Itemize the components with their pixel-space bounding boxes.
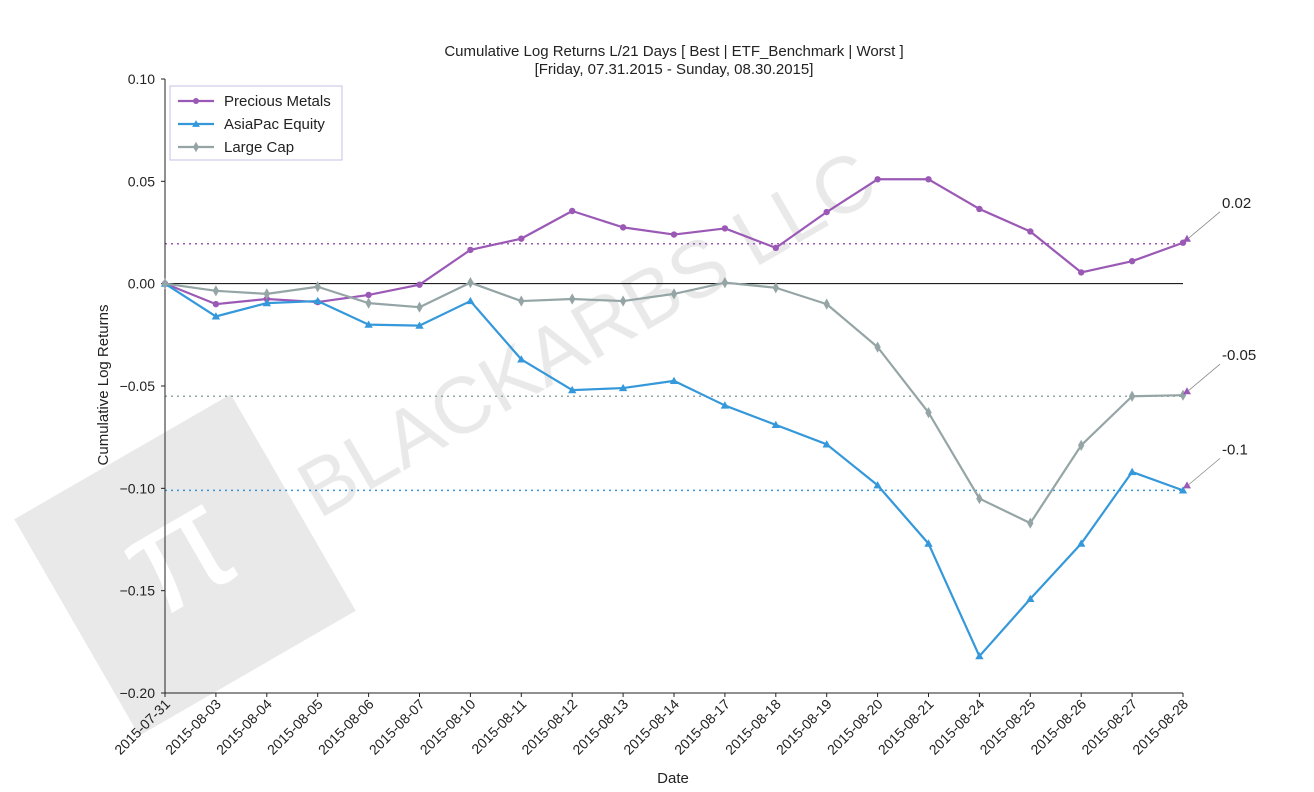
watermark-logo [14, 394, 356, 736]
data-point-precious-metals [416, 281, 423, 288]
data-point-large-cap [314, 281, 321, 293]
data-point-precious-metals [1078, 269, 1085, 276]
data-point-large-cap [365, 297, 372, 309]
legend-item-asiapac-equity: AsiaPac Equity [178, 116, 325, 133]
data-point-large-cap [823, 298, 830, 310]
data-point-large-cap [1128, 390, 1136, 402]
x-tick-label: 2015-08-28 [1129, 696, 1191, 758]
data-point-asiapac-equity [313, 296, 322, 305]
data-point-large-cap [976, 492, 983, 505]
data-point-large-cap [772, 282, 779, 294]
y-tick-label: −0.10 [120, 480, 156, 496]
legend-swatch-marker [193, 98, 199, 104]
legend-label: Large Cap [224, 139, 294, 156]
data-point-asiapac-equity [568, 385, 577, 394]
data-point-precious-metals [721, 225, 729, 232]
legend-item-large-cap: Large Cap [178, 139, 294, 156]
legend-label: AsiaPac Equity [224, 116, 325, 133]
data-point-large-cap [874, 341, 881, 353]
data-point-precious-metals [823, 208, 830, 216]
data-point-precious-metals [212, 300, 220, 308]
x-axis-label: Date [657, 770, 689, 787]
chart-title: Cumulative Log Returns L/21 Days [ Best … [444, 43, 903, 60]
data-point-large-cap [619, 295, 627, 307]
y-tick-label: −0.15 [120, 583, 156, 599]
watermark: π BLACKARBS LLC [14, 133, 890, 736]
legend-item-precious-metals: Precious Metals [178, 93, 331, 110]
data-point-large-cap [670, 288, 678, 300]
data-point-asiapac-equity [822, 440, 831, 448]
data-point-asiapac-equity [873, 481, 882, 489]
data-point-large-cap [1179, 389, 1187, 401]
y-tick-label: −0.05 [120, 378, 156, 394]
data-point-asiapac-equity [1127, 467, 1137, 476]
data-point-asiapac-equity [1178, 486, 1188, 494]
series [160, 176, 1188, 660]
data-point-large-cap [416, 301, 423, 313]
data-point-large-cap [518, 295, 525, 307]
data-point-asiapac-equity [415, 321, 424, 329]
series-large-cap [161, 277, 1187, 529]
y-axis-label: Cumulative Log Returns [95, 305, 112, 466]
data-point-precious-metals [670, 231, 678, 238]
data-point-large-cap [721, 277, 729, 289]
data-point-asiapac-equity [924, 539, 933, 547]
data-point-asiapac-equity [618, 383, 628, 392]
data-point-large-cap [212, 285, 220, 297]
data-point-large-cap [263, 288, 270, 300]
data-point-precious-metals [365, 291, 372, 299]
annotation-arrow-asiapac-equity [1188, 458, 1221, 485]
data-point-asiapac-equity [1026, 594, 1035, 602]
data-point-large-cap [161, 278, 169, 290]
data-point-large-cap [925, 407, 932, 419]
data-point-precious-metals [1128, 257, 1136, 265]
data-point-large-cap [1078, 439, 1085, 451]
annotation-marker-asiapac-equity [1183, 481, 1191, 489]
y-tick-label: −0.20 [120, 685, 156, 701]
watermark-text: BLACKARBS LLC [283, 133, 890, 535]
data-point-asiapac-equity [517, 355, 526, 363]
x-tick-label: 2015-08-10 [417, 696, 479, 758]
data-point-precious-metals [518, 235, 525, 242]
data-point-asiapac-equity [720, 401, 730, 409]
data-point-large-cap [569, 293, 576, 305]
data-point-asiapac-equity [364, 320, 373, 328]
data-point-precious-metals [925, 176, 932, 183]
y-tick-label: 0.05 [128, 173, 155, 189]
annotation-label-large-cap: -0.05 [1222, 347, 1256, 364]
data-point-asiapac-equity [262, 298, 271, 307]
data-point-precious-metals [874, 176, 881, 183]
annotation-marker-precious-metals [1183, 234, 1191, 242]
annotation-marker-large-cap [1183, 387, 1191, 395]
reference-lines [165, 243, 1183, 492]
annotation-arrow-precious-metals [1188, 211, 1221, 239]
data-point-precious-metals [467, 246, 474, 254]
data-point-precious-metals [619, 224, 627, 231]
data-point-precious-metals [569, 207, 576, 215]
data-point-asiapac-equity [669, 376, 679, 385]
chart-subtitle: [Friday, 07.31.2015 - Sunday, 08.30.2015… [535, 61, 814, 78]
data-point-asiapac-equity [975, 652, 984, 660]
annotation-label-precious-metals: 0.02 [1222, 195, 1251, 212]
legend: Precious Metals AsiaPac Equity Large Cap [169, 85, 343, 161]
legend-swatch-marker [193, 141, 199, 153]
data-point-asiapac-equity [466, 296, 475, 305]
legend-swatch-marker [192, 120, 200, 127]
annotation-arrow-large-cap [1188, 363, 1221, 391]
data-point-precious-metals [976, 205, 983, 213]
annotation-label-asiapac-equity: -0.1 [1222, 441, 1248, 458]
data-point-asiapac-equity [771, 420, 780, 429]
data-point-large-cap [467, 277, 474, 289]
series-precious-metals [161, 176, 1187, 308]
y-tick-label: 0.10 [128, 71, 155, 87]
annotations: 0.02 -0.1 -0.05 [1183, 195, 1256, 489]
data-point-precious-metals [772, 244, 779, 252]
y-tick-label: 0.00 [128, 276, 155, 292]
data-point-asiapac-equity [211, 312, 221, 320]
data-point-asiapac-equity [1077, 539, 1086, 547]
legend-label: Precious Metals [224, 93, 331, 110]
data-point-large-cap [1027, 517, 1034, 529]
data-point-precious-metals [1027, 228, 1034, 235]
